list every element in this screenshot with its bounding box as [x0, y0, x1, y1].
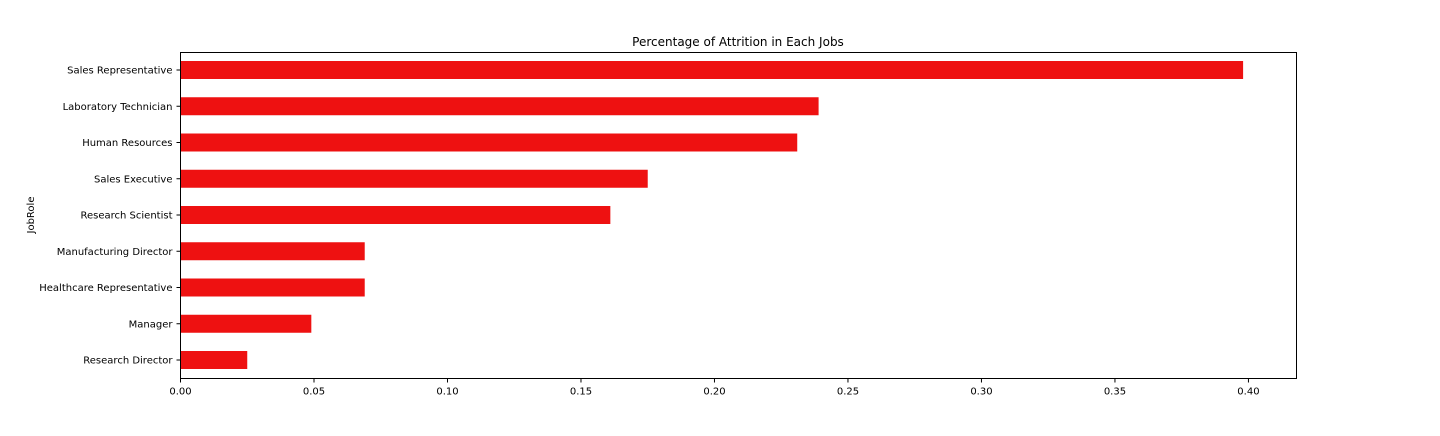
- x-ticks-layer: 0.00 0.05 0.10 0.15 0.20 0.25 0.30 0.35 0.40: [169, 378, 1260, 398]
- bar-sales-executive: [180, 169, 648, 188]
- bar-sales-representative: [180, 61, 1244, 79]
- chart-title: Percentage of Attrition in Each Jobs: [632, 35, 844, 49]
- x-tick-label: 0.05: [303, 387, 325, 398]
- bar-human-resources: [180, 133, 798, 152]
- bar-research-scientist: [180, 206, 611, 224]
- bar-manager: [180, 314, 312, 333]
- x-tick-label: 0.15: [570, 387, 592, 398]
- y-tick-label: Laboratory Technician: [63, 102, 173, 113]
- bar-laboratory-technician: [180, 97, 819, 116]
- y-tick-label: Human Resources: [82, 138, 172, 149]
- y-tick-label: Research Director: [83, 356, 173, 367]
- bar-manufacturing-director: [180, 242, 365, 261]
- y-tick-label: Manager: [129, 319, 174, 330]
- y-tick-label: Research Scientist: [81, 211, 173, 222]
- y-tick-label: Healthcare Representative: [39, 283, 172, 294]
- y-tick-label: Sales Representative: [67, 66, 172, 77]
- y-tick-label: Sales Executive: [94, 174, 172, 185]
- x-tick-label: 0.10: [436, 387, 458, 398]
- bar-healthcare-representative: [180, 278, 365, 297]
- y-tick-label: Manufacturing Director: [57, 247, 174, 258]
- x-tick-label: 0.25: [837, 387, 859, 398]
- x-tick-label: 0.40: [1237, 387, 1259, 398]
- bar-research-director: [180, 351, 248, 369]
- x-tick-label: 0.20: [703, 387, 725, 398]
- bars-layer: [180, 61, 1244, 369]
- x-tick-label: 0.35: [1104, 387, 1126, 398]
- y-ticks-layer: Sales Representative Laboratory Technicia…: [39, 66, 181, 367]
- x-tick-label: 0.30: [970, 387, 992, 398]
- y-axis-label: JobRole: [26, 197, 37, 235]
- plot-frame: [180, 52, 1297, 379]
- x-tick-label: 0.00: [169, 387, 191, 398]
